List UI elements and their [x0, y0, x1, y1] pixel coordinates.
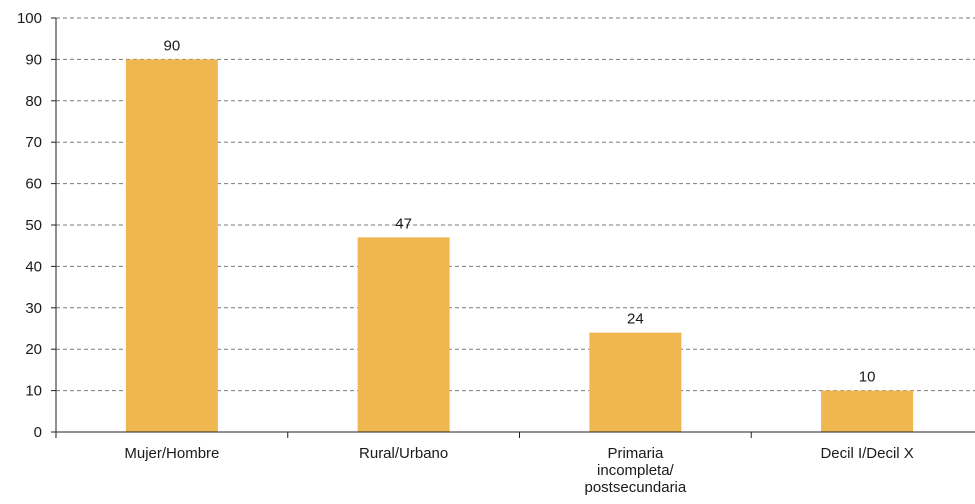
y-tick-label-100: 100 — [17, 10, 42, 27]
data-label-3: 10 — [859, 369, 876, 386]
y-tick-label-10: 10 — [25, 383, 42, 400]
bars — [125, 59, 914, 433]
category-label-2-1: incompleta/ — [597, 462, 675, 479]
category-label-0-0: Mujer/Hombre — [124, 445, 219, 462]
category-label-2-0: Primaria — [607, 445, 663, 462]
y-tick-label-90: 90 — [25, 51, 42, 68]
data-label-1: 47 — [395, 215, 412, 232]
y-tick-label-0: 0 — [34, 424, 42, 441]
bar-3 — [821, 390, 914, 432]
y-tick-label-50: 50 — [25, 217, 42, 234]
y-tick-label-40: 40 — [25, 258, 42, 275]
y-tick-label-30: 30 — [25, 300, 42, 317]
category-label-2-2: postsecundaria — [585, 479, 687, 496]
bar-0 — [125, 59, 218, 433]
bar-1 — [357, 237, 450, 432]
y-tick-label-70: 70 — [25, 134, 42, 151]
category-label-1-0: Rural/Urbano — [359, 445, 448, 462]
bar-2 — [589, 332, 682, 432]
y-tick-label-80: 80 — [25, 93, 42, 110]
axes — [51, 17, 975, 438]
labels: 0 10 20 30 40 50 60 70 80 90 100 90 Mujer/Hombre 47 Ru… — [17, 10, 914, 496]
category-label-3-0: Decil I/Decil X — [820, 445, 913, 462]
y-tick-label-60: 60 — [25, 176, 42, 193]
y-tick-label-20: 20 — [25, 341, 42, 358]
data-label-2: 24 — [627, 311, 644, 328]
data-label-0: 90 — [164, 37, 181, 54]
